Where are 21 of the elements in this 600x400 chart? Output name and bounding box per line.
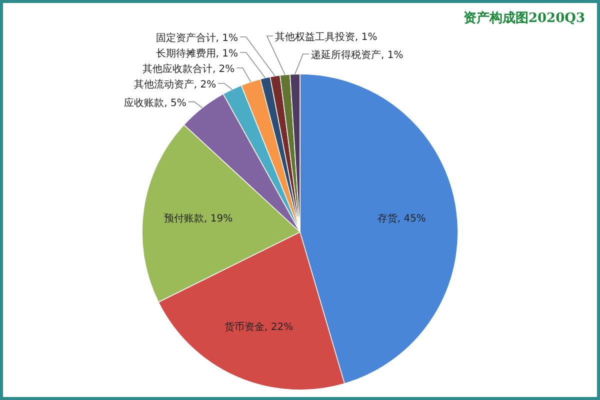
value-label: , 1% xyxy=(216,32,238,44)
value-label: , 1% xyxy=(380,50,404,61)
value-label: , 5% xyxy=(164,98,186,109)
value-label: , 2% xyxy=(194,79,216,90)
category-label: 递延所得税资产 xyxy=(310,50,381,61)
category-label: 应收账款 xyxy=(124,98,164,109)
value-label: , 1% xyxy=(216,48,238,60)
value-label: , 22% xyxy=(264,322,294,334)
value-label: , 1% xyxy=(354,32,378,43)
category-label: 长期待摊费用 xyxy=(156,48,216,60)
category-label: 存货 xyxy=(377,213,398,224)
text: 资产构成图2020Q3 xyxy=(463,10,585,26)
category-label: 其他权益工具投资 xyxy=(274,32,355,43)
category-label: 固定资产合计 xyxy=(156,32,216,44)
value-label: , 19% xyxy=(204,213,233,224)
value-label: , 2% xyxy=(212,64,235,75)
category-label: 其他流动资产 xyxy=(134,79,194,90)
category-label: 预付账款 xyxy=(164,213,204,224)
category-label: 货币资金 xyxy=(224,322,265,334)
category-label: 其他应收款合计 xyxy=(142,64,212,75)
value-label: , 45% xyxy=(397,213,426,224)
